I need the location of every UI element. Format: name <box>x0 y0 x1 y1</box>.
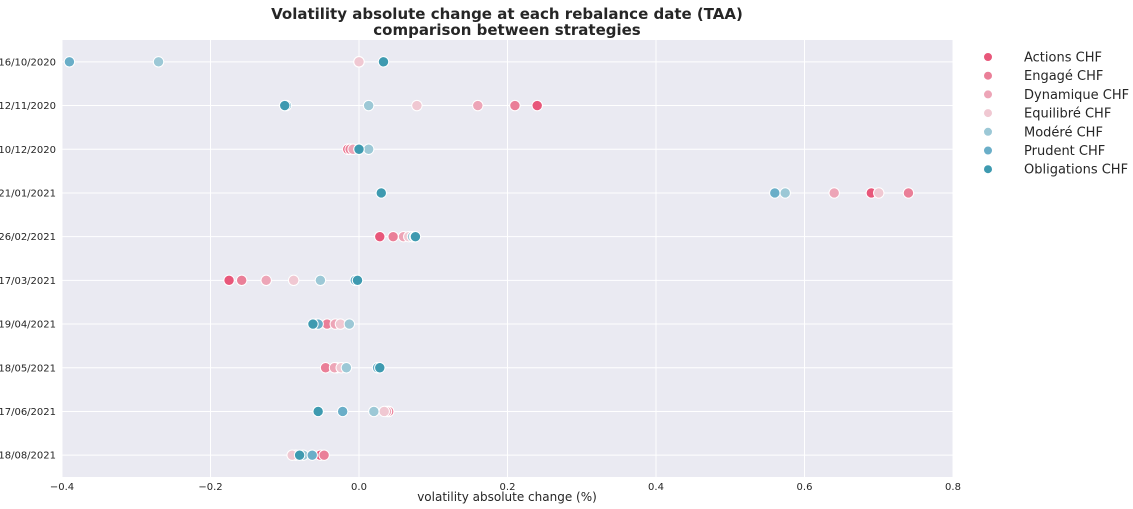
y-tick-label: 18/05/2021 <box>0 363 56 374</box>
data-point <box>828 187 840 199</box>
y-tick-label: 17/06/2021 <box>0 407 56 418</box>
x-tick-label: 0.6 <box>797 482 813 493</box>
data-point <box>312 405 324 418</box>
data-point <box>769 187 781 199</box>
y-tick-label: 21/01/2021 <box>0 188 56 199</box>
y-tick-label: 10/12/2020 <box>0 145 56 156</box>
data-point <box>353 143 365 155</box>
legend-marker <box>983 52 993 62</box>
data-point <box>902 187 915 199</box>
data-point <box>318 449 330 461</box>
legend-item: Modéré CHF <box>983 125 1103 140</box>
x-tick-label: 0.4 <box>648 482 664 493</box>
legend-marker <box>983 126 993 137</box>
x-axis-label: volatility absolute change (%) <box>417 490 597 504</box>
y-tick-label: 17/03/2021 <box>0 276 56 287</box>
legend: Actions CHF Engagé CHF Dynamique CHF Equili… <box>983 51 1129 178</box>
data-point <box>260 274 272 287</box>
y-tick-label: 19/04/2021 <box>0 320 56 331</box>
y-tick-label: 16/10/2020 <box>0 57 56 68</box>
data-point <box>368 405 380 418</box>
data-point <box>509 99 521 112</box>
data-point <box>343 318 356 330</box>
data-point <box>63 56 76 68</box>
legend-label: Modéré CHF <box>1024 125 1103 140</box>
plot-area: −0.4 −0.2 0.0 0.2 0.4 0.6 0.8 16/10/2020 12/11/2… <box>0 40 961 493</box>
data-point <box>336 405 349 418</box>
series-6 <box>279 56 422 461</box>
data-point <box>378 405 390 418</box>
legend-label: Actions CHF <box>1024 51 1102 66</box>
legend-marker <box>983 145 993 156</box>
data-point <box>223 274 235 287</box>
data-point <box>351 274 364 287</box>
data-point <box>779 187 791 199</box>
data-point <box>362 143 375 155</box>
legend-label: Dynamique CHF <box>1024 88 1129 103</box>
data-point <box>374 230 386 243</box>
legend-item: Engagé CHF <box>983 69 1103 84</box>
data-point <box>307 318 319 330</box>
legend-item: Equilibré CHF <box>983 107 1111 122</box>
data-point <box>279 99 291 112</box>
legend-marker <box>983 70 993 81</box>
data-point <box>531 99 543 112</box>
data-point <box>353 56 365 68</box>
legend-item: Obligations CHF <box>983 163 1128 178</box>
legend-label: Equilibré CHF <box>1024 107 1111 122</box>
data-point <box>411 99 423 112</box>
data-point <box>152 56 165 68</box>
data-point <box>375 187 387 199</box>
x-tick-label: 0.2 <box>500 482 516 493</box>
data-point <box>235 274 248 287</box>
legend-marker <box>983 89 993 100</box>
data-point <box>287 274 300 287</box>
data-point <box>409 230 422 243</box>
legend-item: Dynamique CHF <box>983 88 1129 103</box>
chart-title: Volatility absolute change at each rebal… <box>271 5 743 23</box>
legend-item: Prudent CHF <box>983 144 1105 159</box>
data-point <box>377 56 390 68</box>
data-point <box>293 449 306 461</box>
legend-label: Obligations CHF <box>1024 163 1128 178</box>
legend-label: Prudent CHF <box>1024 144 1105 159</box>
data-point <box>387 230 399 243</box>
legend-label: Engagé CHF <box>1024 69 1103 84</box>
x-tick-label: 0.8 <box>945 482 961 493</box>
x-tick-label: 0.0 <box>351 482 367 493</box>
y-tick-label: 26/02/2021 <box>0 232 56 243</box>
data-point <box>374 362 386 374</box>
data-point <box>472 99 484 112</box>
data-point <box>306 449 318 461</box>
y-tick-label: 18/08/2021 <box>0 451 56 462</box>
data-point <box>314 274 327 287</box>
data-point <box>340 362 353 374</box>
chart-subtitle: comparison between strategies <box>373 21 641 39</box>
x-tick-label: −0.2 <box>198 482 222 493</box>
legend-item: Actions CHF <box>983 51 1102 66</box>
data-point <box>362 99 375 112</box>
data-point <box>873 187 885 199</box>
legend-marker <box>983 108 993 119</box>
x-tick-label: −0.4 <box>50 482 74 493</box>
legend-marker <box>983 164 993 175</box>
y-tick-label: 12/11/2020 <box>0 101 56 112</box>
